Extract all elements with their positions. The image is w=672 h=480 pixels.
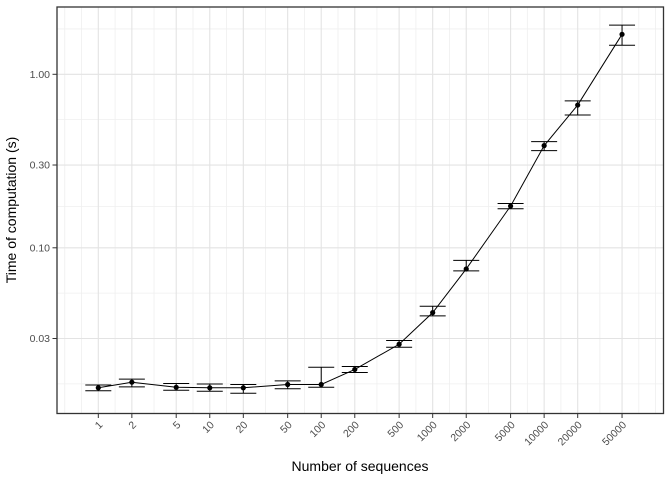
panel-border — [56, 6, 665, 415]
x-tick-label: 5000 — [493, 419, 518, 444]
data-point — [318, 381, 324, 388]
x-tick-label: 10 — [200, 419, 217, 436]
data-point — [240, 385, 246, 391]
x-tick-label: 5 — [171, 419, 184, 432]
x-tick-label: 100 — [307, 419, 328, 440]
data-point — [396, 341, 402, 347]
x-tick-label: 200 — [341, 419, 362, 440]
x-tick-label: 20000 — [556, 419, 585, 448]
data-point — [129, 379, 135, 385]
y-tick-label: 0.10 — [30, 242, 51, 254]
data-point — [575, 102, 581, 108]
x-tick-label: 10000 — [522, 419, 551, 448]
x-tick-label: 2000 — [448, 419, 473, 444]
y-tick-label: 0.30 — [30, 160, 51, 172]
x-tick-label: 50000 — [600, 419, 629, 448]
grid-major-lines — [57, 7, 664, 414]
panel-background — [57, 7, 664, 414]
x-tick-label: 50 — [278, 419, 295, 436]
data-point — [463, 266, 469, 272]
data-point — [207, 385, 213, 391]
data-point — [541, 143, 547, 149]
x-tick-label: 2 — [126, 419, 139, 432]
x-tick-label: 1000 — [415, 419, 440, 444]
x-axis-title: Number of sequences — [292, 458, 429, 474]
y-tick-label: 0.03 — [30, 333, 51, 345]
data-point — [430, 310, 436, 316]
x-tick-label: 500 — [385, 419, 406, 440]
data-point — [173, 384, 179, 390]
panel-background-rect — [57, 7, 664, 414]
data-point — [95, 385, 101, 391]
panel-border-rect — [56, 6, 665, 415]
data-point — [352, 366, 358, 373]
data-point — [285, 381, 291, 388]
y-tick-label: 1.00 — [30, 69, 51, 81]
y-axis-title: Time of computation (s) — [3, 137, 19, 284]
axis-ticks — [52, 73, 623, 418]
data-point — [619, 31, 625, 37]
x-tick-label: 1 — [93, 419, 106, 432]
data-points — [95, 31, 625, 391]
x-tick-label: 20 — [234, 419, 251, 436]
data-point — [507, 203, 514, 209]
